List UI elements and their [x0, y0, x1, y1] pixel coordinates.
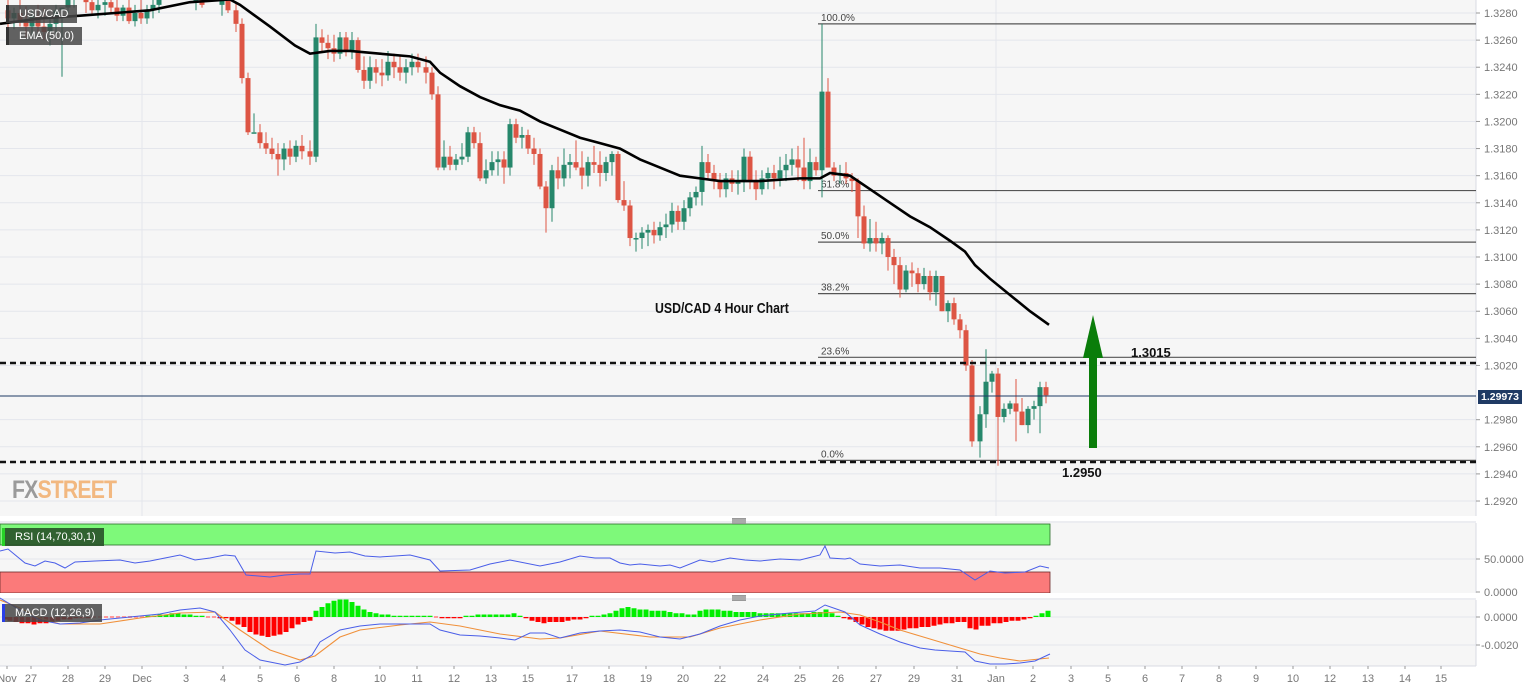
- svg-text:0.0000: 0.0000: [1484, 587, 1518, 599]
- macd-signal-line: [0, 599, 1050, 662]
- time-tick: 29: [99, 673, 111, 685]
- candlestick-series: [5, 0, 1049, 466]
- price-tick: 1.3120: [1484, 225, 1518, 237]
- time-tick: 5: [257, 673, 263, 685]
- price-tick: 1.3020: [1484, 360, 1518, 372]
- time-tick: 13: [1362, 673, 1374, 685]
- fibonacci-retracement[interactable]: 100.0% 61.8% 50.0% 38.2% 23.6% 0.0%: [818, 13, 1476, 461]
- price-tick: 1.3040: [1484, 333, 1518, 345]
- price-tick: 1.3240: [1484, 62, 1518, 74]
- time-tick: 17: [566, 673, 578, 685]
- time-tick: 8: [1216, 673, 1222, 685]
- time-tick: 10: [1287, 673, 1299, 685]
- svg-text:0.0000: 0.0000: [1484, 612, 1518, 624]
- svg-text:50.0000: 50.0000: [1484, 554, 1524, 566]
- time-tick: 4: [220, 673, 226, 685]
- time-tick: 27: [870, 673, 882, 685]
- time-tick: 14: [1399, 673, 1411, 685]
- price-tick: 1.2940: [1484, 469, 1518, 481]
- macd-pane[interactable]: [0, 600, 1476, 666]
- grid: [0, 0, 1476, 516]
- rsi-overbought-zone: [0, 523, 1051, 546]
- current-price-tag: 1.29973: [1478, 390, 1522, 404]
- fib-level-label: 100.0%: [821, 13, 855, 24]
- price-tick: 1.3220: [1484, 89, 1518, 101]
- time-tick: 22: [714, 673, 726, 685]
- macd-axis: 0.0000 -0.0020: [1476, 612, 1518, 652]
- time-tick: Nov: [0, 673, 17, 685]
- ema-line: [0, 0, 1050, 326]
- price-axis[interactable]: 1.3280 1.3260 1.3240 1.3220 1.3200 1.3180 1.31…: [1476, 8, 1518, 508]
- time-tick: 19: [640, 673, 652, 685]
- price-tick: 1.3140: [1484, 198, 1518, 210]
- svg-text:-0.0020: -0.0020: [1481, 640, 1518, 652]
- rsi-tag[interactable]: RSI (14,70,30,1): [2, 528, 104, 546]
- up-arrow-icon: [1083, 315, 1103, 448]
- time-tick: 24: [757, 673, 769, 685]
- time-tick: 27: [25, 673, 37, 685]
- main-pane[interactable]: [0, 0, 1476, 516]
- logo-street: STREET: [37, 476, 117, 504]
- chart-title: USD/CAD 4 Hour Chart: [655, 300, 789, 316]
- macd-tag[interactable]: MACD (12,26,9): [2, 604, 103, 622]
- time-tick: 15: [522, 673, 534, 685]
- time-tick: 7: [1179, 673, 1185, 685]
- time-tick: 8: [331, 673, 337, 685]
- fib-level-label: 61.8%: [821, 180, 849, 191]
- macd-line: [0, 597, 1051, 666]
- time-tick: 25: [794, 673, 806, 685]
- pane-resize-handle[interactable]: [732, 595, 746, 601]
- price-tick: 1.2980: [1484, 415, 1518, 427]
- price-tick: 1.3060: [1484, 306, 1518, 318]
- pane-resize-handle[interactable]: [732, 518, 746, 524]
- ema-tag[interactable]: EMA (50,0): [6, 27, 83, 45]
- symbol-tag[interactable]: USD/CAD: [6, 5, 77, 23]
- time-tick: 18: [603, 673, 615, 685]
- time-tick: 6: [1142, 673, 1148, 685]
- price-tick: 1.2960: [1484, 442, 1518, 454]
- time-tick: 31: [951, 673, 963, 685]
- time-tick: 9: [1253, 673, 1259, 685]
- rsi-line: [0, 544, 1050, 581]
- rsi-axis: 50.0000 0.0000: [1476, 554, 1524, 599]
- time-tick: 28: [62, 673, 74, 685]
- price-tick: 1.3280: [1484, 8, 1518, 20]
- price-tick: 1.2920: [1484, 496, 1518, 508]
- logo-fx: FX: [12, 476, 38, 504]
- time-tick: 15: [1435, 673, 1447, 685]
- price-tick: 1.3080: [1484, 279, 1518, 291]
- time-tick: 11: [411, 673, 422, 685]
- price-tick: 1.3200: [1484, 116, 1518, 128]
- time-tick: 20: [677, 673, 689, 685]
- support-label: 1.2950: [1062, 465, 1102, 480]
- time-tick: Jan: [987, 673, 1005, 685]
- time-axis[interactable]: Nov 27 28 29 Dec 3 4 5 6 8 10 11 12 13 15 17 18 19 20 22 24 2…: [0, 666, 1447, 685]
- fib-level-label: 50.0%: [821, 231, 849, 242]
- time-tick: 3: [1068, 673, 1074, 685]
- fib-level-label: 23.6%: [821, 346, 849, 357]
- fib-level-label: 0.0%: [821, 449, 844, 460]
- price-tick: 1.3100: [1484, 252, 1518, 264]
- fxstreet-logo: FXSTREET: [12, 476, 117, 505]
- time-tick: Dec: [132, 673, 152, 685]
- price-tick: 1.3260: [1484, 35, 1518, 47]
- price-tick: 1.3180: [1484, 144, 1518, 156]
- time-tick: 29: [908, 673, 920, 685]
- time-tick: 26: [832, 673, 844, 685]
- time-tick: 12: [1324, 673, 1336, 685]
- time-tick: 3: [183, 673, 189, 685]
- price-tick: 1.3160: [1484, 171, 1518, 183]
- rsi-oversold-zone: [0, 571, 1051, 594]
- fib-level-label: 38.2%: [821, 283, 849, 294]
- time-tick: 13: [485, 673, 497, 685]
- time-tick: 6: [294, 673, 300, 685]
- time-tick: 10: [374, 673, 386, 685]
- time-tick: 5: [1105, 673, 1111, 685]
- resistance-label: 1.3015: [1131, 345, 1171, 360]
- time-tick: 12: [448, 673, 460, 685]
- time-tick: 2: [1030, 673, 1036, 685]
